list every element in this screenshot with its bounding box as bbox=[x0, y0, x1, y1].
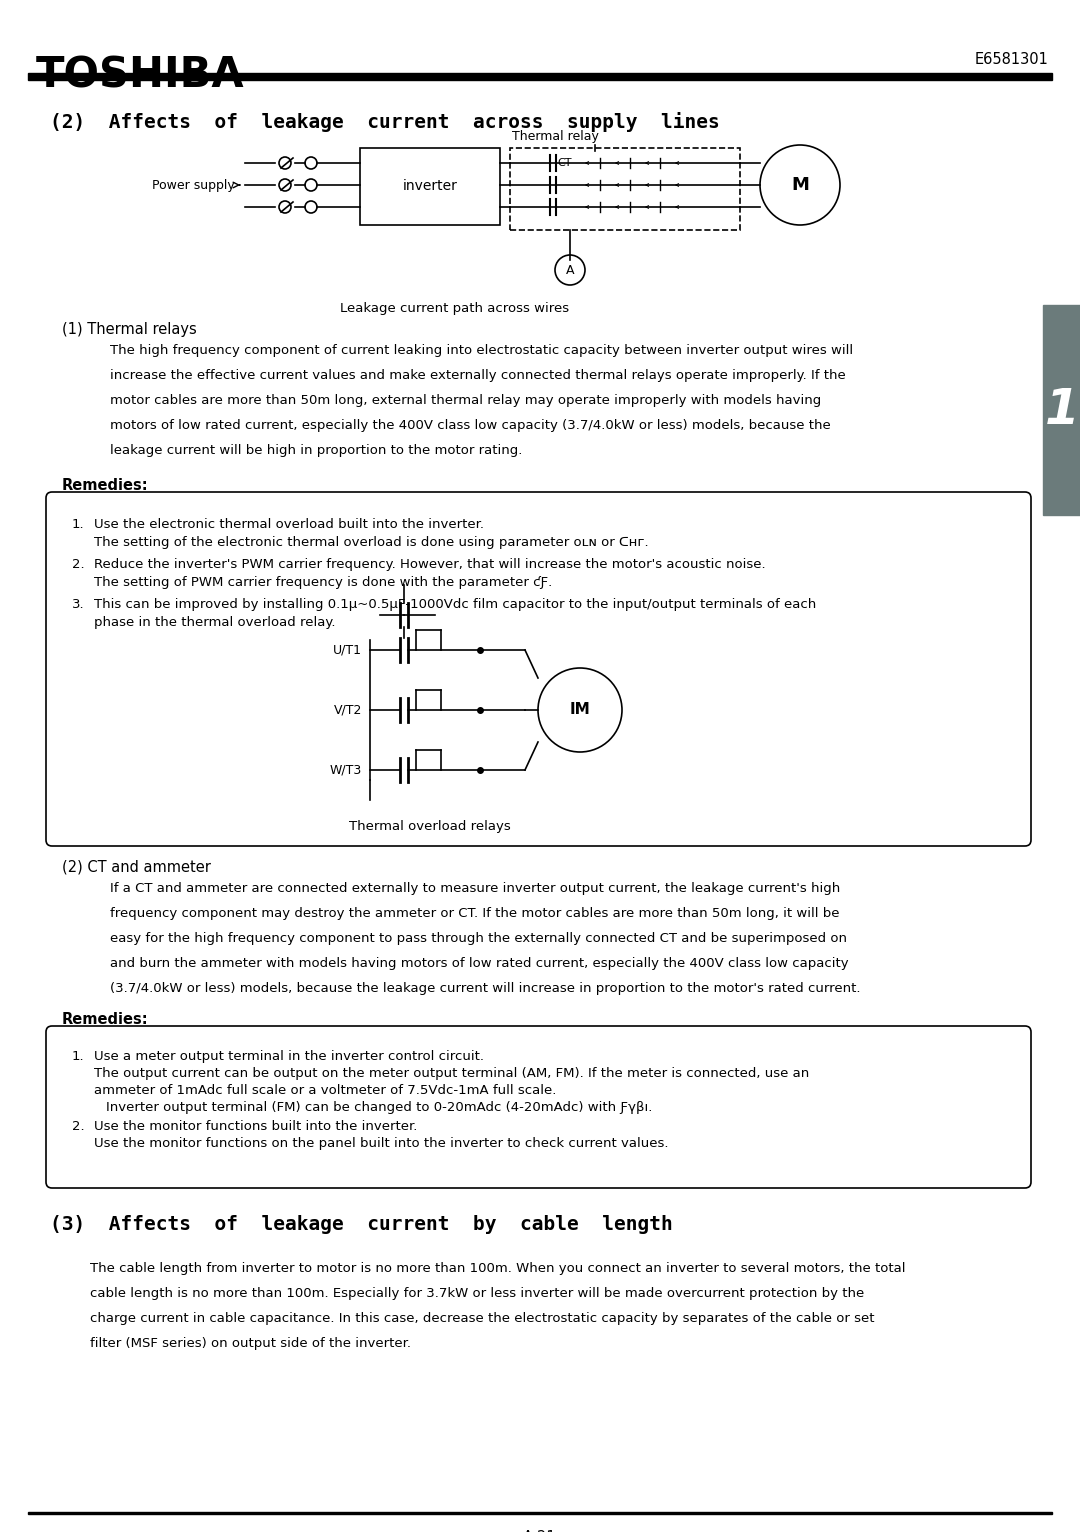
Text: 1.: 1. bbox=[72, 518, 84, 532]
Text: This can be improved by installing 0.1μ~0.5μF-1000Vdc film capacitor to the inpu: This can be improved by installing 0.1μ~… bbox=[94, 597, 816, 611]
Text: motors of low rated current, especially the 400V class low capacity (3.7/4.0kW o: motors of low rated current, especially … bbox=[110, 418, 831, 432]
Text: cable length is no more than 100m. Especially for 3.7kW or less inverter will be: cable length is no more than 100m. Espec… bbox=[90, 1287, 864, 1301]
Text: 1.: 1. bbox=[72, 1049, 84, 1063]
Text: Remedies:: Remedies: bbox=[62, 478, 149, 493]
Text: filter (MSF series) on output side of the inverter.: filter (MSF series) on output side of th… bbox=[90, 1337, 411, 1350]
Text: E6581301: E6581301 bbox=[974, 52, 1048, 67]
Text: Use the electronic thermal overload built into the inverter.: Use the electronic thermal overload buil… bbox=[94, 518, 484, 532]
Text: (2)  Affects  of  leakage  current  across  supply  lines: (2) Affects of leakage current across su… bbox=[50, 112, 719, 132]
Text: A: A bbox=[566, 264, 575, 276]
Text: The cable length from inverter to motor is no more than 100m. When you connect a: The cable length from inverter to motor … bbox=[90, 1262, 905, 1275]
Text: W/T3: W/T3 bbox=[329, 763, 362, 777]
Text: (1) Thermal relays: (1) Thermal relays bbox=[62, 322, 197, 337]
Text: Leakage current path across wires: Leakage current path across wires bbox=[340, 302, 569, 316]
Text: (3)  Affects  of  leakage  current  by  cable  length: (3) Affects of leakage current by cable … bbox=[50, 1215, 673, 1233]
Text: phase in the thermal overload relay.: phase in the thermal overload relay. bbox=[94, 616, 336, 630]
Text: motor cables are more than 50m long, external thermal relay may operate improper: motor cables are more than 50m long, ext… bbox=[110, 394, 821, 408]
Text: The setting of PWM carrier frequency is done with the parameter ƈƑ.: The setting of PWM carrier frequency is … bbox=[94, 576, 552, 588]
Text: Thermal overload relays: Thermal overload relays bbox=[349, 820, 511, 833]
Text: M: M bbox=[791, 176, 809, 195]
Bar bbox=[1043, 305, 1080, 515]
Text: Use the monitor functions on the panel built into the inverter to check current : Use the monitor functions on the panel b… bbox=[94, 1137, 669, 1151]
Text: A-21: A-21 bbox=[523, 1530, 557, 1532]
Text: IM: IM bbox=[569, 703, 591, 717]
Text: ammeter of 1mAdc full scale or a voltmeter of 7.5Vdc-1mA full scale.: ammeter of 1mAdc full scale or a voltmet… bbox=[94, 1085, 556, 1097]
Text: (3.7/4.0kW or less) models, because the leakage current will increase in proport: (3.7/4.0kW or less) models, because the … bbox=[110, 982, 861, 994]
Text: Power supply: Power supply bbox=[152, 179, 235, 192]
Text: Use the monitor functions built into the inverter.: Use the monitor functions built into the… bbox=[94, 1120, 417, 1134]
Text: Remedies:: Remedies: bbox=[62, 1013, 149, 1026]
Text: The high frequency component of current leaking into electrostatic capacity betw: The high frequency component of current … bbox=[110, 345, 853, 357]
Text: 1: 1 bbox=[1044, 386, 1079, 434]
Text: V/T2: V/T2 bbox=[334, 703, 362, 717]
Text: Inverter output terminal (FM) can be changed to 0-20mAdc (4-20mAdc) with Ƒγβı.: Inverter output terminal (FM) can be cha… bbox=[106, 1102, 652, 1114]
Text: easy for the high frequency component to pass through the externally connected C: easy for the high frequency component to… bbox=[110, 931, 847, 945]
Bar bbox=[360, 149, 500, 225]
Text: and burn the ammeter with models having motors of low rated current, especially : and burn the ammeter with models having … bbox=[110, 958, 849, 970]
Bar bbox=[28, 1512, 1052, 1514]
Text: U/T1: U/T1 bbox=[333, 643, 362, 657]
Text: Thermal relay: Thermal relay bbox=[512, 130, 599, 142]
Text: 2.: 2. bbox=[72, 1120, 84, 1134]
Text: The setting of the electronic thermal overload is done using parameter ᴏʟɴ or ᑕʜ: The setting of the electronic thermal ov… bbox=[94, 536, 649, 548]
Text: leakage current will be high in proportion to the motor rating.: leakage current will be high in proporti… bbox=[110, 444, 523, 457]
Text: frequency component may destroy the ammeter or CT. If the motor cables are more : frequency component may destroy the amme… bbox=[110, 907, 839, 921]
Bar bbox=[510, 149, 740, 230]
Text: CT: CT bbox=[557, 158, 572, 169]
Text: (2) CT and ammeter: (2) CT and ammeter bbox=[62, 859, 211, 875]
Text: increase the effective current values and make externally connected thermal rela: increase the effective current values an… bbox=[110, 369, 846, 381]
Text: inverter: inverter bbox=[403, 179, 458, 193]
Text: Reduce the inverter's PWM carrier frequency. However, that will increase the mot: Reduce the inverter's PWM carrier freque… bbox=[94, 558, 766, 571]
Text: Use a meter output terminal in the inverter control circuit.: Use a meter output terminal in the inver… bbox=[94, 1049, 484, 1063]
Text: TOSHIBA: TOSHIBA bbox=[36, 55, 245, 97]
Text: If a CT and ammeter are connected externally to measure inverter output current,: If a CT and ammeter are connected extern… bbox=[110, 882, 840, 895]
Text: 2.: 2. bbox=[72, 558, 84, 571]
Text: charge current in cable capacitance. In this case, decrease the electrostatic ca: charge current in cable capacitance. In … bbox=[90, 1311, 875, 1325]
Bar bbox=[28, 74, 1052, 80]
Text: 3.: 3. bbox=[72, 597, 84, 611]
Text: The output current can be output on the meter output terminal (AM, FM). If the m: The output current can be output on the … bbox=[94, 1066, 809, 1080]
